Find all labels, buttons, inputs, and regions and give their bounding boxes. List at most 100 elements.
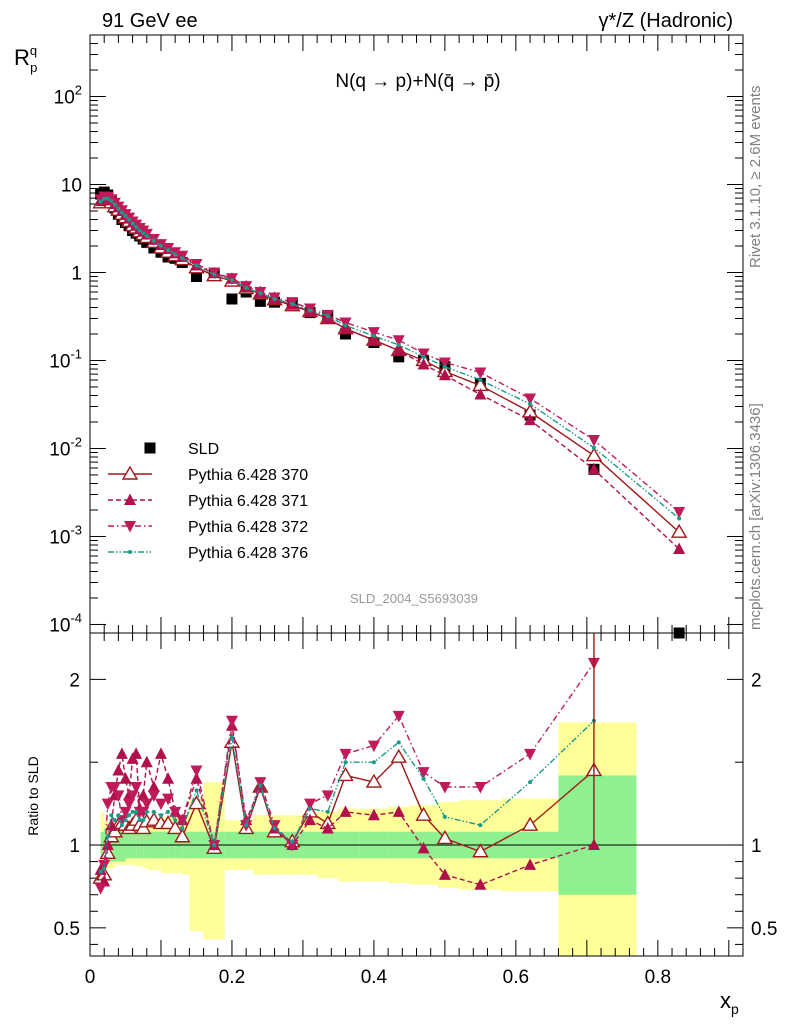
ratio-point xyxy=(112,790,125,802)
ratio-point xyxy=(268,820,281,832)
ratio-point xyxy=(339,805,352,817)
mc-point xyxy=(587,434,600,447)
ratio-point xyxy=(371,760,376,765)
mc-point xyxy=(308,308,313,313)
ratio-point xyxy=(119,772,132,784)
mc-point xyxy=(585,447,603,462)
legend-marker xyxy=(128,550,132,554)
ratio-point xyxy=(337,767,354,782)
ratio-y-tick-label-right: 1 xyxy=(751,836,762,857)
mc-point xyxy=(102,196,107,201)
ratio-point xyxy=(158,813,163,818)
ratio-point xyxy=(169,806,182,819)
ratio-y-tick-label-right: 2 xyxy=(751,670,762,691)
ratio-point xyxy=(343,760,348,765)
legend-label: Pythia 6.428 372 xyxy=(188,519,308,536)
mc-point xyxy=(438,357,451,369)
legend: SLD Pythia 6.428 370 Pythia 6.428 371 Pythi… xyxy=(108,441,308,562)
legend-label: SLD xyxy=(188,441,219,458)
ratio-point xyxy=(325,809,330,814)
mc-point xyxy=(442,364,447,369)
ratio-frame xyxy=(89,632,744,957)
ratio-point xyxy=(290,839,295,844)
y-tick-label: 1 xyxy=(71,263,82,284)
ratio-point xyxy=(521,816,539,831)
mc-point xyxy=(339,317,352,330)
main-panel: 10-4 10-3 10-2 10-1 1 10 102 Rq p N(q → p)+N(q̄… xyxy=(14,34,744,639)
band-outer xyxy=(189,798,204,932)
mc-point xyxy=(98,199,103,204)
ratio-panel: 0.5 0.5 1 1 2 2 0 0.2 0.4 0.6 0.8 Ratio to SLD xp xyxy=(25,632,777,1017)
mc-point xyxy=(417,358,430,370)
rivet-label: Rivet 3.1.10, ≥ 2.6M events xyxy=(747,86,764,269)
mc-point xyxy=(151,238,156,243)
mc-point xyxy=(109,198,114,203)
mc-point xyxy=(105,196,110,201)
legend-label: Pythia 6.428 370 xyxy=(188,467,308,484)
ratio-point xyxy=(123,818,128,823)
y-tick-exponent: -3 xyxy=(70,522,82,537)
ratio-point xyxy=(98,869,103,874)
ratio-point xyxy=(137,788,150,801)
mc-point xyxy=(229,278,234,283)
mc-point xyxy=(194,263,199,268)
ratio-series-2 xyxy=(94,657,600,895)
ratio-point xyxy=(258,783,263,788)
data-point xyxy=(254,295,266,307)
ratio-point xyxy=(94,883,107,895)
mc-point xyxy=(116,206,121,211)
ratio-point xyxy=(304,813,317,826)
header-right: γ*/Z (Hadronic) xyxy=(599,10,733,32)
ratio-point xyxy=(159,815,177,830)
ratio-point xyxy=(392,805,405,817)
ratio-point xyxy=(101,798,114,811)
ratio-point xyxy=(134,809,139,814)
y-tick-label: 10 xyxy=(61,176,82,197)
ratio-point xyxy=(417,841,430,854)
ratio-point xyxy=(162,772,175,784)
mc-point xyxy=(158,244,163,249)
x-tick-label: 0.4 xyxy=(361,967,388,988)
ratio-point xyxy=(166,820,184,835)
ratio-point xyxy=(472,843,489,858)
x-tick-label: 0.6 xyxy=(503,967,529,988)
ratio-axes: 0.5 0.5 1 1 2 2 0 0.2 0.4 0.6 0.8 xyxy=(54,633,777,988)
x-tick-label: 0 xyxy=(85,967,96,988)
mc-point xyxy=(343,323,348,328)
mc-point xyxy=(591,445,596,450)
ratio-point xyxy=(365,773,383,788)
mc-point xyxy=(677,516,682,521)
y-tick-label: 10-2 xyxy=(49,434,82,460)
ratio-point xyxy=(105,818,118,831)
ratio-point xyxy=(321,790,334,802)
ratio-point xyxy=(116,813,121,818)
legend-marker xyxy=(124,521,136,533)
x-tick-label: 0.8 xyxy=(645,967,671,988)
ratio-point xyxy=(119,823,124,828)
ratio-point xyxy=(524,858,537,870)
mc-point xyxy=(180,256,185,261)
mc-point xyxy=(670,523,688,538)
ratio-point xyxy=(119,806,132,819)
ratio-point xyxy=(478,823,483,828)
mc-point xyxy=(127,217,132,222)
ratio-point xyxy=(180,826,185,831)
mc-point xyxy=(392,343,405,356)
ratio-point xyxy=(528,780,533,785)
ratio-series-3 xyxy=(98,718,596,874)
ratio-point xyxy=(436,830,454,845)
ratio-point xyxy=(190,765,203,777)
mc-point xyxy=(367,333,380,346)
mc-point xyxy=(112,202,117,207)
ratio-y-tick-label-right: 0.5 xyxy=(751,919,777,940)
ratio-point xyxy=(147,790,160,802)
mc-point xyxy=(673,542,686,555)
ratio-point xyxy=(147,780,160,793)
ratio-point xyxy=(166,809,171,814)
ratio-y-tick-label: 2 xyxy=(69,670,80,691)
ratio-point xyxy=(140,755,153,768)
ratio-point xyxy=(109,813,114,818)
series-2 xyxy=(94,191,686,555)
ratio-point xyxy=(474,878,487,890)
ratio-point xyxy=(108,782,121,794)
